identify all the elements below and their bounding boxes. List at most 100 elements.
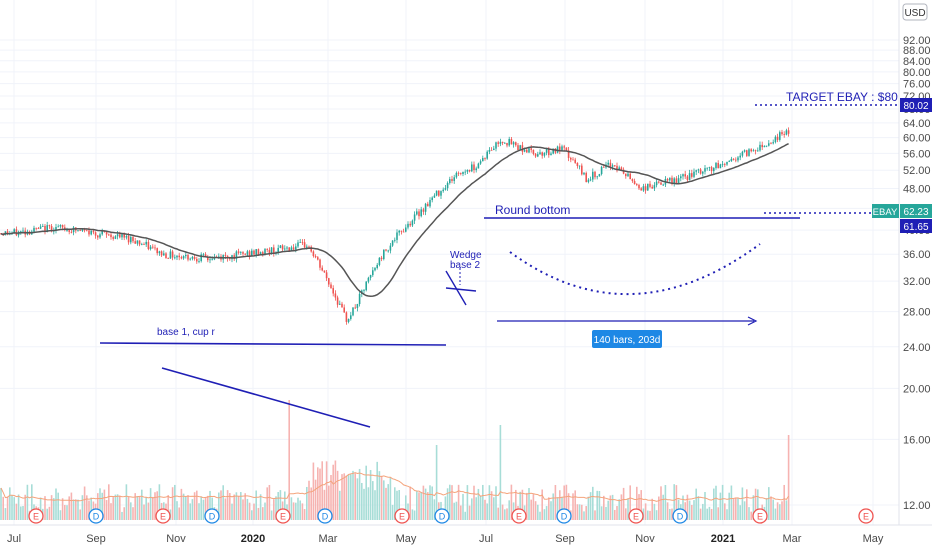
volume-bar <box>783 484 785 520</box>
volume-bar <box>119 495 121 520</box>
volume-bar <box>396 490 398 520</box>
earnings-marker[interactable]: E <box>155 508 171 524</box>
dividend-marker[interactable]: D <box>88 508 104 524</box>
candle-body <box>495 142 497 149</box>
candle-body <box>189 258 191 260</box>
volume-bar <box>77 499 79 520</box>
dividend-marker[interactable]: D <box>434 508 450 524</box>
volume-bar <box>754 488 757 520</box>
candle-body <box>686 176 689 180</box>
volume-bar <box>387 484 389 520</box>
volume-bar <box>358 468 361 520</box>
candle-body <box>97 235 99 238</box>
candle-body <box>609 162 612 167</box>
volume-bar <box>207 495 209 520</box>
dividend-marker[interactable]: D <box>317 508 333 524</box>
volume-bar <box>710 508 713 520</box>
volume-bar <box>486 503 488 520</box>
candle-body <box>321 267 323 271</box>
candle-body <box>647 183 649 191</box>
candle-body <box>508 139 510 146</box>
candle-body <box>154 247 156 249</box>
candle-body <box>724 164 726 166</box>
candle-body <box>416 211 418 215</box>
base1-label: base 1, cup r <box>157 327 215 338</box>
event-circle <box>511 508 527 524</box>
candle-body <box>44 225 46 233</box>
volume-bar <box>620 494 623 520</box>
base1-support-line[interactable] <box>161 367 371 428</box>
wedge-label-line2: base 2 <box>450 260 480 271</box>
dividend-marker[interactable]: D <box>556 508 572 524</box>
candle-body <box>209 259 211 261</box>
candle-body <box>341 303 343 308</box>
event-letter: E <box>516 512 522 522</box>
candle-body <box>710 167 713 172</box>
volume-bar <box>671 508 673 520</box>
volume-bar <box>64 505 66 520</box>
volume-bar <box>636 486 638 520</box>
volume-bar <box>325 461 328 520</box>
earnings-marker[interactable]: E <box>28 508 44 524</box>
candle-body <box>708 167 711 169</box>
candle-body <box>99 234 101 238</box>
reference-price-value: 61.65 <box>903 222 928 233</box>
earnings-marker[interactable]: E <box>628 508 644 524</box>
candle-body <box>229 258 231 260</box>
candle-body <box>171 251 174 258</box>
event-circle <box>88 508 104 524</box>
candle-body <box>312 251 315 257</box>
volume-bar <box>167 495 169 520</box>
candle-body <box>563 146 565 148</box>
reference-price-tag: 61.65 <box>900 219 932 233</box>
volume-bar <box>644 503 647 520</box>
dividend-marker[interactable]: D <box>672 508 688 524</box>
volume-bar <box>352 470 354 520</box>
candle-body <box>671 177 673 184</box>
candle-body <box>556 146 559 153</box>
volume-bar <box>191 499 194 520</box>
volume-bar <box>765 498 768 520</box>
earnings-marker[interactable]: E <box>394 508 410 524</box>
volume-bar <box>240 492 242 520</box>
candle-body <box>541 152 543 156</box>
dividend-marker[interactable]: D <box>204 508 220 524</box>
base1-resistance-line[interactable] <box>99 342 447 346</box>
candle-body <box>389 245 392 251</box>
volume-bar <box>528 488 530 520</box>
wedge-line-upper[interactable] <box>445 270 467 306</box>
y-tick-label: 48.00 <box>903 184 931 196</box>
candle-body <box>699 169 702 174</box>
volume-bar <box>97 493 99 520</box>
volume-bar <box>237 496 240 520</box>
volume-bar <box>664 485 667 520</box>
volume-bar <box>385 487 387 520</box>
currency-badge[interactable]: USD <box>902 3 928 21</box>
event-circle <box>204 508 220 524</box>
candle-body <box>299 242 301 243</box>
candle-body <box>422 209 425 212</box>
earnings-marker[interactable]: E <box>752 508 768 524</box>
volume-bar <box>198 503 200 520</box>
wedge-line-lower[interactable] <box>445 287 477 292</box>
round-bottom-arc[interactable] <box>509 243 761 295</box>
candle-body <box>746 150 748 156</box>
volume-bar <box>398 490 400 520</box>
candle-body <box>323 270 326 273</box>
candle-body <box>548 148 550 156</box>
volume-bar <box>446 488 449 520</box>
earnings-marker[interactable]: E <box>511 508 527 524</box>
event-circle <box>155 508 171 524</box>
volume-bar <box>110 503 112 520</box>
event-letter: E <box>757 512 763 522</box>
drawings[interactable]: base 1, cup r Wedge base 2 Round bottom … <box>99 90 899 428</box>
candle-body <box>449 179 451 184</box>
candle-body <box>255 249 257 255</box>
earnings-marker[interactable]: E <box>275 508 291 524</box>
earnings-marker[interactable]: E <box>858 508 874 524</box>
volume-bar <box>48 506 51 520</box>
volume-bar <box>669 508 671 520</box>
volume-bar <box>779 504 781 520</box>
candle-body <box>110 234 112 238</box>
